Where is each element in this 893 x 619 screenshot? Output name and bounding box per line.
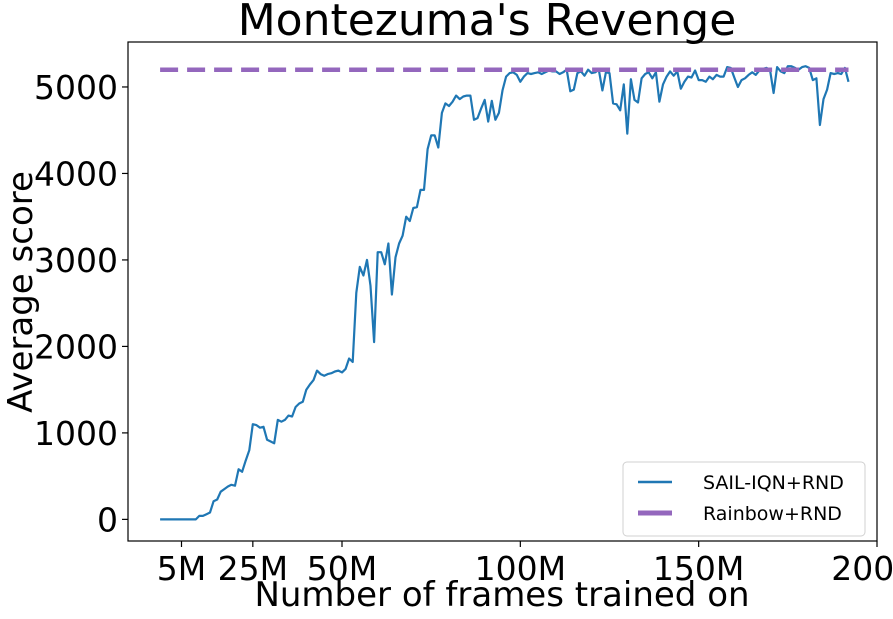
legend-label-rainbow-rnd: Rainbow+RND (703, 503, 842, 525)
y-tick-label: 1000 (34, 414, 118, 453)
y-tick-label: 0 (97, 500, 118, 539)
y-tick-label: 5000 (34, 68, 118, 107)
x-axis-ticks: 5M 25M 50M 100M 150M 200M (157, 541, 893, 588)
x-tick-label: 200M (831, 549, 893, 588)
x-tick-label: 100M (475, 549, 566, 588)
x-tick-label: 150M (653, 549, 744, 588)
y-tick-label: 3000 (34, 241, 118, 280)
y-axis-ticks: 0 1000 2000 3000 4000 5000 (34, 68, 128, 539)
x-tick-label: 25M (218, 549, 288, 588)
legend-box (622, 461, 866, 537)
y-tick-label: 4000 (34, 154, 118, 193)
series-line-0 (160, 65, 850, 521)
y-axis-label: Average score (1, 171, 41, 413)
x-tick-label: 5M (157, 549, 206, 588)
y-tick-label: 2000 (34, 327, 118, 366)
legend-label-sail-iqn-rnd: SAIL-IQN+RND (703, 472, 844, 494)
plot-frame (127, 41, 878, 542)
series-layer (160, 65, 850, 521)
x-tick-label: 50M (307, 549, 377, 588)
chart-title: Montezuma's Revenge (238, 0, 737, 46)
x-axis-label: Number of frames trained on (254, 575, 749, 615)
legend: SAIL-IQN+RND Rainbow+RND (622, 461, 866, 537)
